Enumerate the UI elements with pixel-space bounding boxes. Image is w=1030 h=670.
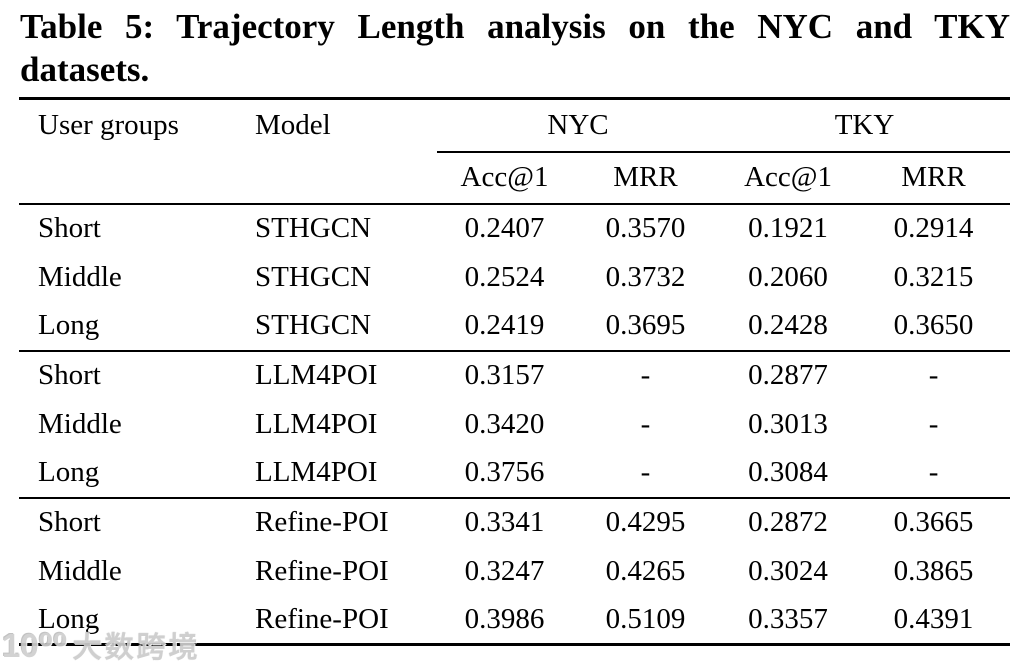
cell-user-group: Long <box>38 309 100 341</box>
cell-model: LLM4POI <box>236 349 437 400</box>
cell-nyc-acc1: 0.2524 <box>464 260 545 293</box>
col-header-nyc-mrr: MRR <box>572 151 720 205</box>
cell-nyc-mrr: - <box>640 456 651 488</box>
table-row: Short LLM4POI 0.3157 - 0.2877 - <box>19 349 1011 400</box>
cell-tky-acc1: 0.2428 <box>748 309 828 341</box>
cell-nyc-mrr: - <box>640 407 651 440</box>
col-header-user-groups: User groups <box>38 109 179 142</box>
cell-nyc-acc1: 0.3247 <box>464 554 545 587</box>
table-row: Long Refine-POI 0.3986 0.5109 0.3357 0.4… <box>19 596 1010 645</box>
cell-model: STHGCN <box>255 212 372 244</box>
table-row: Short STHGCN 0.2407 0.3570 0.1921 0.2914 <box>19 204 1010 253</box>
col-group-nyc: NYC <box>437 98 720 153</box>
cell-tky-acc1: 0.1921 <box>748 212 828 244</box>
col-group-tky: TKY <box>719 98 1011 153</box>
cell-model: STHGCN <box>255 309 372 341</box>
results-table: User groups Model NYC TKY Acc@1 MRR Acc@… <box>19 97 1011 646</box>
cell-tky-mrr: - <box>857 349 1011 400</box>
table-row: Middle LLM4POI 0.3420 - 0.3013 - <box>19 400 1010 449</box>
cell-nyc-acc1: 0.3756 <box>464 456 545 488</box>
cell-model: Refine-POI <box>255 602 389 635</box>
cell-model: LLM4POI <box>255 407 378 440</box>
cell-nyc-acc1: 0.3420 <box>464 407 545 440</box>
cell-nyc-acc1: 0.2407 <box>464 212 545 244</box>
cell-user-group: Middle <box>38 260 122 293</box>
cell-model: STHGCN <box>255 260 372 293</box>
header-spacer <box>19 151 236 205</box>
table-row: Middle STHGCN 0.2524 0.3732 0.2060 0.321… <box>19 253 1010 302</box>
cell-tky-mrr: - <box>928 407 939 440</box>
cell-nyc-mrr: 0.4265 <box>605 554 686 587</box>
col-header-nyc-acc1: Acc@1 <box>437 151 572 205</box>
cell-nyc-acc1: 0.3986 <box>464 602 545 635</box>
cell-user-group: Long <box>38 456 100 488</box>
table-row: Long LLM4POI 0.3756 - 0.3084 - <box>19 449 1010 498</box>
cell-nyc-mrr: 0.5109 <box>605 602 686 635</box>
header-row-groups: User groups Model NYC TKY <box>19 98 1011 153</box>
cell-model: Refine-POI <box>236 496 437 547</box>
cell-user-group: Short <box>19 349 236 400</box>
cell-tky-acc1: 0.3357 <box>748 602 828 635</box>
cell-model: Refine-POI <box>255 554 389 587</box>
cell-nyc-mrr: - <box>572 349 720 400</box>
cell-tky-acc1: 0.2877 <box>719 349 858 400</box>
cell-nyc-mrr: 0.3570 <box>605 212 686 244</box>
cell-nyc-mrr: 0.3695 <box>605 309 686 341</box>
table-caption-line2: datasets. <box>20 50 150 89</box>
col-header-tky-acc1: Acc@1 <box>719 151 858 205</box>
cell-tky-mrr: 0.4391 <box>893 602 974 635</box>
cell-tky-mrr: 0.3665 <box>857 496 1011 547</box>
cell-tky-acc1: 0.2060 <box>748 260 828 293</box>
cell-user-group: Long <box>38 602 100 635</box>
cell-tky-acc1: 0.3024 <box>748 554 828 587</box>
cell-tky-mrr: 0.3215 <box>893 260 974 293</box>
table-row: Long STHGCN 0.2419 0.3695 0.2428 0.3650 <box>19 302 1010 351</box>
cell-tky-mrr: 0.2914 <box>893 212 974 244</box>
cell-user-group: Short <box>19 496 236 547</box>
cell-nyc-mrr: 0.3732 <box>605 260 686 293</box>
header-spacer <box>236 151 437 205</box>
cell-user-group: Short <box>38 212 101 244</box>
cell-tky-acc1: 0.3084 <box>748 456 828 488</box>
cell-user-group: Middle <box>38 554 122 587</box>
col-header-tky-mrr: MRR <box>857 151 1011 205</box>
cell-tky-mrr: - <box>928 456 939 488</box>
cell-nyc-mrr: 0.4295 <box>572 496 720 547</box>
table-row: Middle Refine-POI 0.3247 0.4265 0.3024 0… <box>19 547 1010 596</box>
cell-tky-acc1: 0.2872 <box>719 496 858 547</box>
cell-tky-mrr: 0.3650 <box>893 309 974 341</box>
cell-user-group: Middle <box>38 407 122 440</box>
col-header-model: Model <box>255 109 331 142</box>
cell-model: LLM4POI <box>255 456 378 488</box>
cell-nyc-acc1: 0.3341 <box>437 496 572 547</box>
cell-tky-mrr: 0.3865 <box>893 554 974 587</box>
cell-nyc-acc1: 0.2419 <box>464 309 545 341</box>
table-row: Short Refine-POI 0.3341 0.4295 0.2872 0.… <box>19 496 1011 547</box>
table-caption: Table 5: Trajectory Length analysis on t… <box>20 5 1010 91</box>
cell-nyc-acc1: 0.3157 <box>437 349 572 400</box>
table-caption-line1: Table 5: Trajectory Length analysis on t… <box>20 7 1010 46</box>
header-row-metrics: Acc@1 MRR Acc@1 MRR <box>19 151 1011 205</box>
cell-tky-acc1: 0.3013 <box>748 407 828 440</box>
